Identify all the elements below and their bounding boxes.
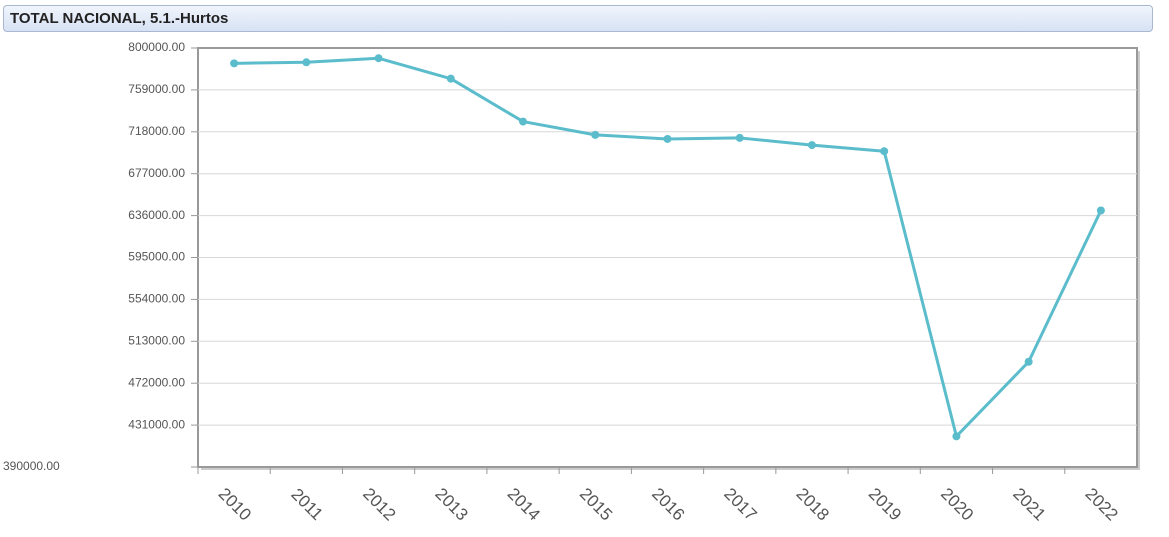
x-tick-label: 2015: [576, 484, 616, 524]
y-tick-label: 800000.00: [128, 40, 185, 54]
point: [807, 141, 816, 150]
y-tick-label: 390000.00: [3, 459, 60, 473]
y-tick-label: 636000.00: [128, 208, 185, 222]
point: [880, 147, 889, 156]
y-tick-label: 431000.00: [128, 417, 185, 431]
point: [374, 54, 383, 63]
point: [1024, 357, 1033, 366]
x-tick-label: 2022: [1082, 484, 1122, 524]
x-tick-label: 2016: [648, 484, 688, 524]
x-tick-label: 2020: [937, 484, 977, 524]
y-tick-label: 677000.00: [128, 166, 185, 180]
x-tick-label: 2021: [1009, 484, 1049, 524]
point: [735, 133, 744, 142]
x-tick-label: 2018: [793, 484, 833, 524]
x-tick-label: 2010: [215, 484, 255, 524]
chart-title: TOTAL NACIONAL, 5.1.-Hurtos: [3, 5, 1153, 32]
y-tick-label: 554000.00: [128, 292, 185, 306]
point: [663, 134, 672, 143]
y-tick-label: 595000.00: [128, 250, 185, 264]
x-tick-label: 2013: [431, 484, 471, 524]
point: [1096, 206, 1105, 215]
point: [952, 432, 961, 441]
x-tick-label: 2014: [504, 484, 544, 524]
x-tick-label: 2019: [865, 484, 905, 524]
point: [230, 59, 239, 68]
point: [446, 74, 455, 83]
point: [302, 58, 311, 67]
y-tick-label: 472000.00: [128, 375, 185, 389]
x-tick-label: 2017: [720, 484, 760, 524]
x-tick-label: 2012: [359, 484, 399, 524]
y-tick-label: 759000.00: [128, 82, 185, 96]
point: [519, 117, 528, 126]
x-tick-label: 2011: [287, 485, 326, 524]
y-tick-label: 718000.00: [128, 124, 185, 138]
y-tick-label: 513000.00: [128, 333, 185, 347]
point: [591, 130, 600, 139]
